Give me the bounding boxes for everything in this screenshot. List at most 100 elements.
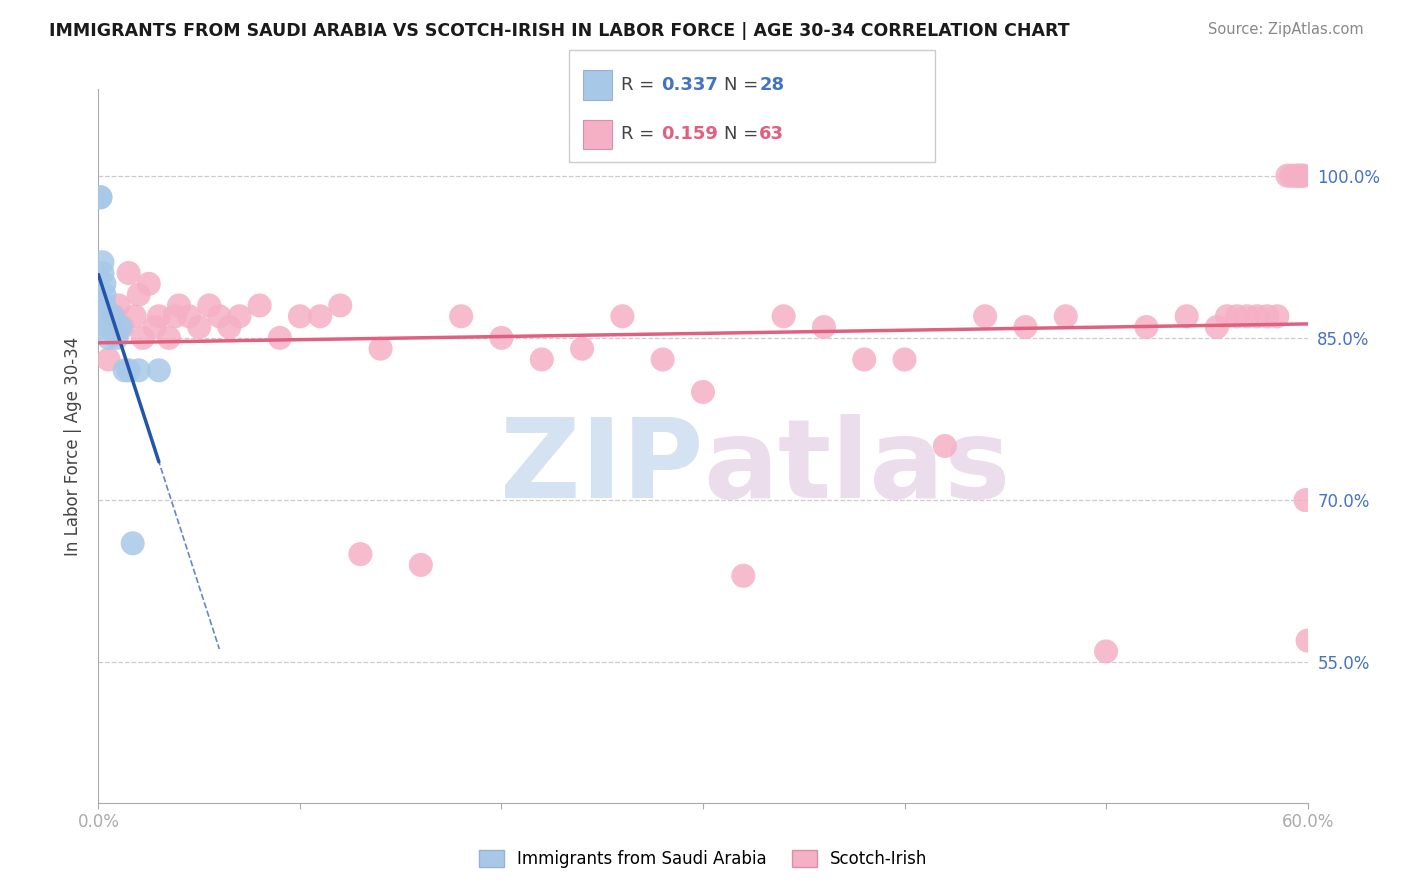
Point bbox=[612, 310, 634, 324]
Point bbox=[1277, 169, 1299, 183]
Point bbox=[329, 298, 352, 312]
Point bbox=[1226, 310, 1249, 324]
Point bbox=[934, 439, 956, 453]
Point bbox=[118, 266, 141, 280]
Point bbox=[692, 384, 714, 399]
Text: 0.337: 0.337 bbox=[661, 76, 717, 94]
Y-axis label: In Labor Force | Age 30-34: In Labor Force | Age 30-34 bbox=[65, 336, 83, 556]
Point bbox=[91, 266, 114, 280]
Text: N =: N = bbox=[724, 125, 763, 143]
Point bbox=[571, 342, 593, 356]
Point bbox=[1246, 310, 1268, 324]
Legend: Immigrants from Saudi Arabia, Scotch-Irish: Immigrants from Saudi Arabia, Scotch-Iri… bbox=[472, 843, 934, 875]
Point bbox=[97, 352, 120, 367]
Point bbox=[1288, 169, 1310, 183]
Point bbox=[93, 277, 115, 291]
Point bbox=[96, 310, 118, 324]
Point bbox=[349, 547, 371, 561]
Point bbox=[97, 331, 120, 345]
Point bbox=[100, 320, 122, 334]
Text: Source: ZipAtlas.com: Source: ZipAtlas.com bbox=[1208, 22, 1364, 37]
Point bbox=[143, 320, 166, 334]
Point bbox=[409, 558, 432, 572]
Point bbox=[96, 310, 118, 324]
Point bbox=[89, 190, 111, 204]
Point bbox=[167, 298, 190, 312]
Point bbox=[208, 310, 231, 324]
Point bbox=[128, 287, 150, 301]
Point bbox=[1095, 644, 1118, 658]
Point bbox=[97, 310, 120, 324]
Point bbox=[103, 320, 125, 334]
Point bbox=[111, 320, 134, 334]
Point bbox=[93, 287, 115, 301]
Point bbox=[974, 310, 997, 324]
Point bbox=[370, 342, 392, 356]
Point bbox=[218, 320, 240, 334]
Point bbox=[138, 277, 160, 291]
Text: 0.159: 0.159 bbox=[661, 125, 717, 143]
Point bbox=[110, 320, 132, 334]
Point bbox=[1256, 310, 1278, 324]
Point bbox=[124, 310, 146, 324]
Point bbox=[101, 310, 124, 324]
Point bbox=[121, 536, 143, 550]
Point bbox=[249, 298, 271, 312]
Point bbox=[651, 352, 673, 367]
Point bbox=[1295, 493, 1317, 508]
Text: R =: R = bbox=[621, 125, 661, 143]
Point bbox=[179, 310, 201, 324]
Point bbox=[1292, 169, 1315, 183]
Point bbox=[105, 331, 128, 345]
Text: 63: 63 bbox=[759, 125, 785, 143]
Point bbox=[148, 363, 170, 377]
Text: ZIP: ZIP bbox=[499, 414, 703, 521]
Point bbox=[530, 352, 553, 367]
Point bbox=[100, 310, 122, 324]
Point bbox=[101, 320, 124, 334]
Point bbox=[93, 298, 115, 312]
Point bbox=[269, 331, 291, 345]
Point bbox=[893, 352, 915, 367]
Point bbox=[128, 363, 150, 377]
Point bbox=[772, 310, 794, 324]
Point bbox=[97, 320, 120, 334]
Point bbox=[1236, 310, 1258, 324]
Point bbox=[107, 298, 129, 312]
Point bbox=[309, 310, 332, 324]
Point bbox=[288, 310, 311, 324]
Point bbox=[198, 298, 221, 312]
Point bbox=[118, 363, 141, 377]
Point bbox=[1054, 310, 1077, 324]
Point bbox=[1267, 310, 1289, 324]
Point bbox=[813, 320, 835, 334]
Point bbox=[91, 298, 114, 312]
Text: 28: 28 bbox=[759, 76, 785, 94]
Point bbox=[89, 190, 111, 204]
Point bbox=[228, 310, 250, 324]
Point bbox=[1296, 633, 1319, 648]
Text: R =: R = bbox=[621, 76, 661, 94]
Point bbox=[100, 320, 122, 334]
Point bbox=[1216, 310, 1239, 324]
Point bbox=[91, 255, 114, 269]
Point bbox=[491, 331, 513, 345]
Text: atlas: atlas bbox=[703, 414, 1011, 521]
Point bbox=[103, 320, 125, 334]
Point bbox=[450, 310, 472, 324]
Point bbox=[103, 310, 125, 324]
Text: N =: N = bbox=[724, 76, 763, 94]
Text: IMMIGRANTS FROM SAUDI ARABIA VS SCOTCH-IRISH IN LABOR FORCE | AGE 30-34 CORRELAT: IMMIGRANTS FROM SAUDI ARABIA VS SCOTCH-I… bbox=[49, 22, 1070, 40]
Point bbox=[733, 568, 755, 582]
Point bbox=[1175, 310, 1198, 324]
Point bbox=[1206, 320, 1229, 334]
Point bbox=[107, 320, 129, 334]
Point bbox=[853, 352, 876, 367]
Point bbox=[1014, 320, 1036, 334]
Point bbox=[1284, 169, 1306, 183]
Point bbox=[188, 320, 211, 334]
Point bbox=[163, 310, 186, 324]
Point bbox=[157, 331, 180, 345]
Point bbox=[114, 363, 136, 377]
Point bbox=[1291, 169, 1313, 183]
